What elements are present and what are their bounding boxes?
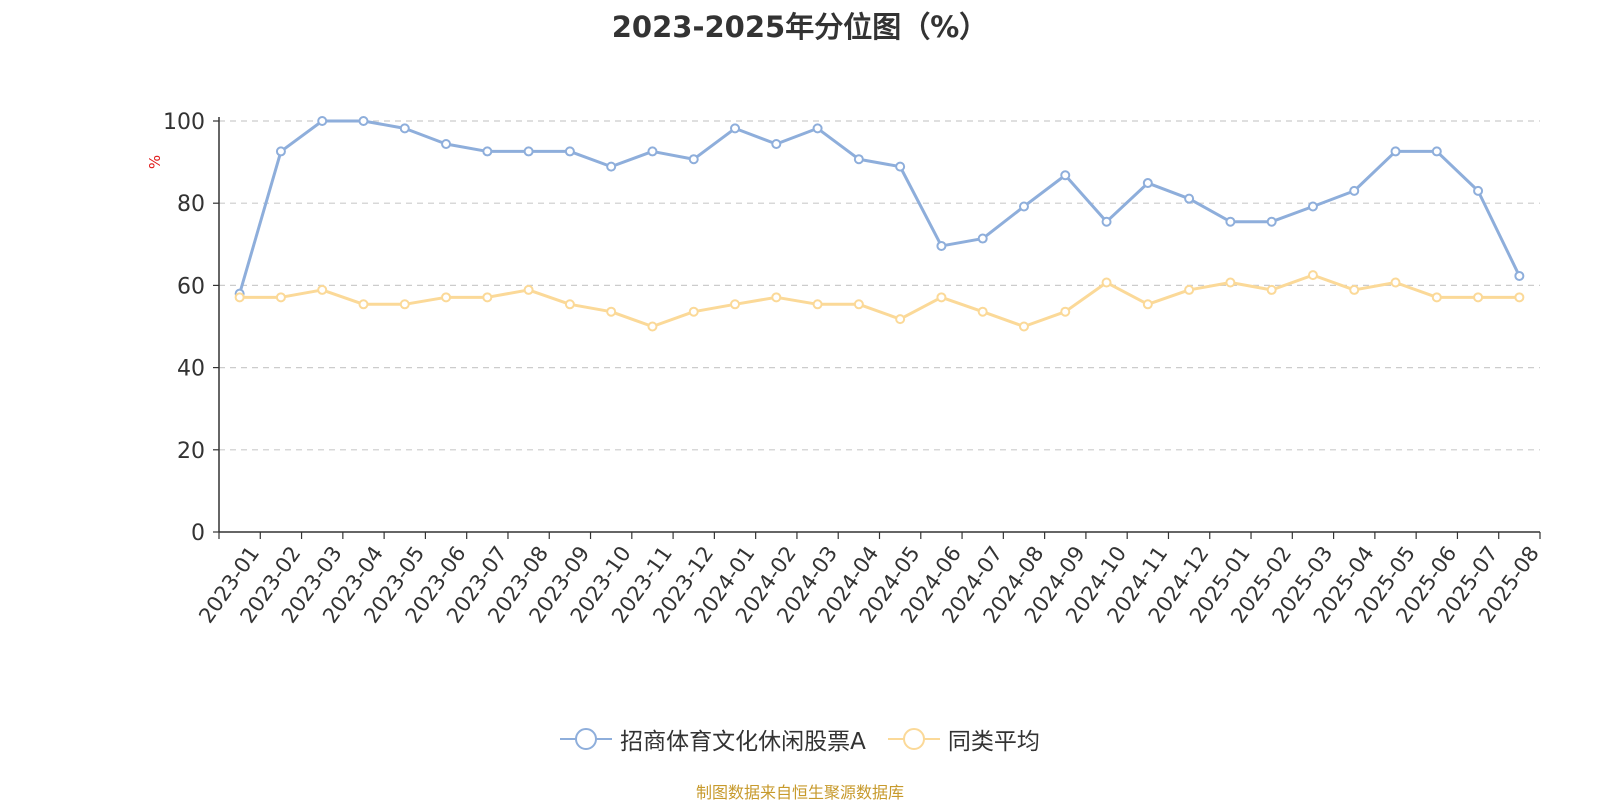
legend: 招商体育文化休闲股票A 同类平均 — [0, 722, 1600, 756]
data-point — [523, 284, 534, 295]
grid-lines — [219, 120, 1540, 451]
series-line — [238, 119, 1521, 295]
data-point — [1018, 321, 1029, 332]
data-point — [358, 116, 369, 126]
chart-title: 2023-2025年分位图（%） — [611, 10, 989, 44]
data-point — [1101, 277, 1112, 288]
data-point — [1060, 306, 1071, 317]
data-point — [441, 139, 452, 150]
data-point — [317, 116, 328, 126]
legend-swatch-average-icon — [887, 728, 940, 750]
data-point — [688, 306, 699, 317]
data-point — [771, 139, 782, 150]
data-point — [275, 292, 286, 303]
data-point — [1307, 270, 1318, 281]
data-point — [1473, 292, 1484, 303]
legend-item-fund[interactable]: 招商体育文化休闲股票A — [560, 722, 866, 756]
data-point — [771, 292, 782, 303]
data-point — [1390, 146, 1401, 157]
y-tick-label: 0 — [191, 521, 205, 546]
data-point — [399, 123, 410, 134]
data-point — [730, 299, 741, 310]
data-point — [1060, 170, 1071, 181]
data-point — [647, 321, 658, 332]
y-tick-label: 20 — [177, 439, 205, 464]
y-tick-label: 60 — [177, 274, 205, 299]
legend-label-fund: 招商体育文化休闲股票A — [620, 729, 866, 755]
data-point — [812, 299, 823, 310]
data-point — [1142, 178, 1153, 189]
data-point — [1184, 193, 1195, 204]
data-point — [977, 233, 988, 244]
data-point — [730, 123, 741, 134]
legend-swatch-fund-icon — [560, 728, 613, 750]
data-point — [1266, 284, 1277, 295]
data-point — [853, 154, 864, 165]
data-point — [1514, 292, 1525, 303]
y-tick-label: 40 — [177, 357, 205, 382]
data-point — [564, 299, 575, 310]
y-axis-unit: % — [146, 155, 164, 169]
data-point — [399, 299, 410, 310]
y-tick-label: 100 — [163, 110, 205, 135]
data-point — [1142, 299, 1153, 310]
data-point — [1018, 201, 1029, 212]
data-point — [441, 292, 452, 303]
data-point — [1307, 201, 1318, 212]
data-point — [317, 284, 328, 295]
data-point — [564, 146, 575, 157]
series-average — [234, 270, 1525, 332]
y-tick-label: 80 — [177, 192, 205, 217]
source-note: 制图数据来自恒生聚源数据库 — [695, 783, 904, 802]
data-point — [1349, 284, 1360, 295]
data-point — [1101, 216, 1112, 227]
series-lines — [234, 116, 1525, 332]
series-fund — [234, 116, 1525, 299]
data-point — [1473, 185, 1484, 196]
data-point — [812, 123, 823, 134]
data-point — [895, 161, 906, 172]
data-point — [275, 146, 286, 157]
legend-item-average[interactable]: 同类平均 — [887, 722, 1040, 756]
data-point — [1225, 216, 1236, 227]
data-point — [688, 154, 699, 165]
data-point — [606, 161, 617, 172]
data-point — [482, 146, 493, 157]
data-point — [977, 306, 988, 317]
data-point — [1431, 292, 1442, 303]
data-point — [358, 299, 369, 310]
legend-label-average: 同类平均 — [947, 729, 1040, 755]
series-line — [239, 273, 1520, 328]
data-point — [1431, 146, 1442, 157]
data-point — [1390, 277, 1401, 288]
data-point — [936, 292, 947, 303]
data-point — [482, 292, 493, 303]
data-point — [1266, 216, 1277, 227]
data-point — [523, 146, 534, 157]
data-point — [1349, 185, 1360, 196]
data-point — [234, 292, 245, 303]
data-point — [853, 299, 864, 310]
data-point — [1184, 284, 1195, 295]
data-point — [936, 240, 947, 251]
data-point — [647, 146, 658, 157]
data-point — [1225, 277, 1236, 288]
data-point — [606, 306, 617, 317]
data-point — [895, 314, 906, 325]
axes: 0204060801002023-012023-022023-032023-04… — [163, 110, 1544, 627]
data-point — [1514, 270, 1525, 281]
